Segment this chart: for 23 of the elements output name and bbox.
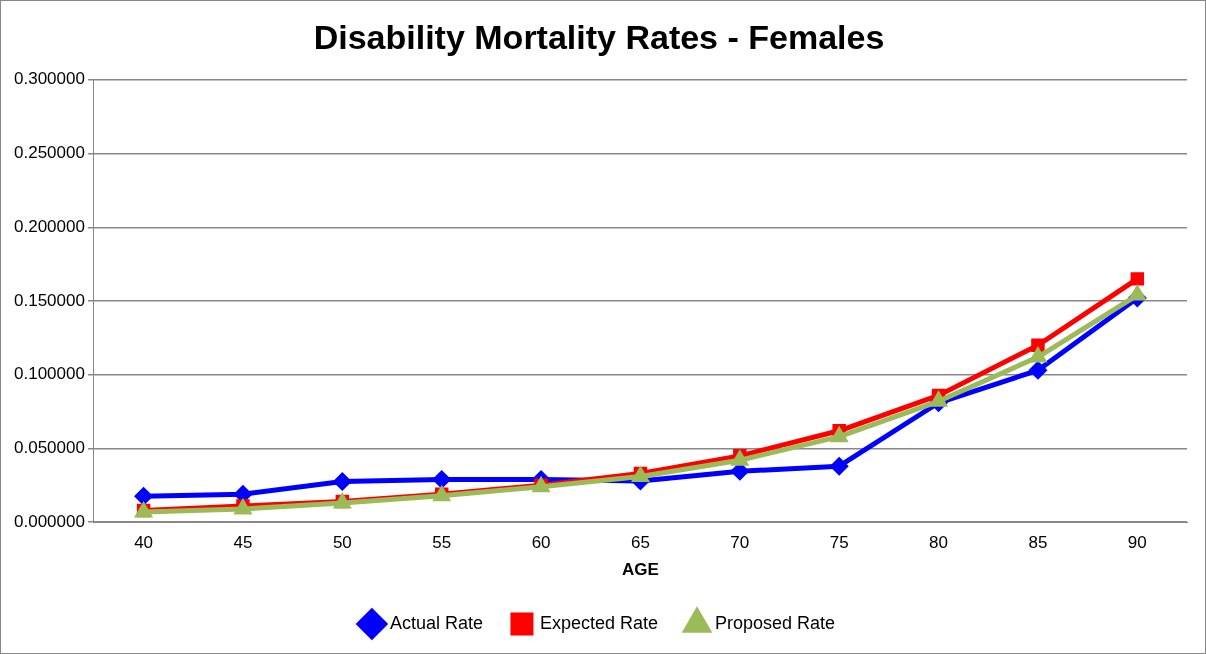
chart-title: Disability Mortality Rates - Females (313, 17, 885, 56)
y-tick-label: 0.200000 (14, 216, 85, 236)
x-tick-label: 65 (630, 533, 650, 553)
legend-label: Proposed Rate (715, 612, 836, 633)
y-tick-label: 0.000000 (14, 511, 85, 531)
legend-label: Actual Rate (389, 612, 483, 633)
y-tick-label: 0.050000 (14, 438, 85, 458)
x-tick-label: 70 (730, 533, 750, 553)
y-tick-label: 0.300000 (14, 69, 85, 89)
x-tick-label: 80 (929, 533, 949, 553)
x-axis-title: AGE (622, 560, 659, 580)
y-tick-label: 0.250000 (14, 143, 85, 163)
x-tick-label: 50 (332, 533, 352, 553)
x-tick-label: 75 (829, 533, 849, 553)
x-tick-label: 60 (531, 533, 551, 553)
x-tick-label: 85 (1028, 533, 1048, 553)
y-tick-label: 0.100000 (14, 364, 85, 384)
x-tick-label: 90 (1127, 533, 1147, 553)
x-tick-label: 40 (134, 533, 154, 553)
legend-label: Expected Rate (539, 612, 659, 633)
x-tick-label: 55 (432, 533, 452, 553)
y-tick-label: 0.150000 (14, 290, 85, 310)
x-tick-label: 45 (233, 533, 253, 553)
